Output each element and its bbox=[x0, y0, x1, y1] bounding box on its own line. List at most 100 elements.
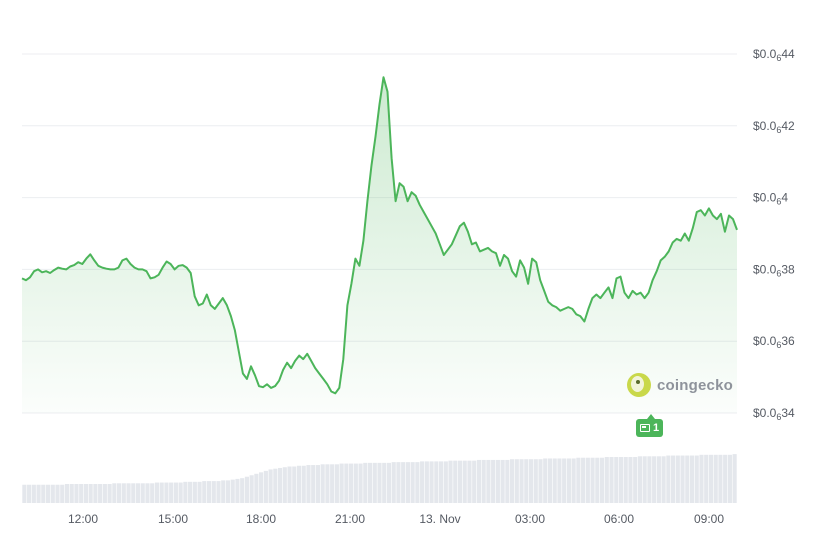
x-tick-label: 15:00 bbox=[158, 512, 188, 526]
volume-bar bbox=[382, 462, 387, 503]
volume-bar bbox=[481, 459, 486, 503]
y-tick-label: $0.064 bbox=[753, 191, 788, 207]
volume-bar bbox=[391, 462, 396, 503]
volume-bar bbox=[140, 483, 145, 503]
volume-bar bbox=[282, 467, 287, 503]
volume-bar bbox=[178, 482, 183, 503]
watermark-text: coingecko bbox=[657, 376, 733, 394]
volume-bar bbox=[344, 463, 349, 503]
volume-bar bbox=[273, 468, 278, 503]
volume-bar bbox=[36, 484, 41, 503]
event-badge[interactable]: 1 bbox=[636, 414, 664, 437]
volume-bar bbox=[495, 459, 500, 503]
volume-bar bbox=[566, 458, 571, 503]
volume-bar bbox=[31, 484, 36, 503]
volume-bar bbox=[135, 483, 141, 503]
volume-bar bbox=[60, 484, 65, 503]
volume-bar bbox=[287, 466, 292, 503]
volume-bar bbox=[623, 457, 628, 503]
volume-bar bbox=[320, 464, 325, 503]
volume-bar bbox=[377, 462, 382, 503]
volume-bar bbox=[704, 454, 709, 503]
volume-bar bbox=[277, 467, 283, 503]
event-count: 1 bbox=[653, 422, 660, 434]
volume-bar bbox=[543, 458, 548, 503]
volume-bar bbox=[514, 459, 519, 503]
volume-bar bbox=[254, 473, 259, 503]
volume-bar bbox=[547, 458, 553, 503]
volume-bar bbox=[500, 459, 505, 503]
volume-bar bbox=[244, 476, 249, 503]
volume-bar bbox=[197, 481, 202, 503]
volume-bar bbox=[472, 460, 477, 503]
volume-bar bbox=[311, 465, 316, 503]
volume-bar bbox=[633, 457, 638, 503]
x-tick-label: 13. Nov bbox=[419, 512, 460, 526]
volume-bar bbox=[45, 484, 51, 503]
volume-bar bbox=[50, 484, 55, 503]
volume-bar bbox=[206, 481, 212, 503]
volume-bar bbox=[349, 463, 354, 503]
volume-bar bbox=[230, 479, 235, 503]
volume-bar bbox=[367, 462, 373, 503]
volume-bar bbox=[334, 464, 339, 503]
volume-bar bbox=[420, 461, 425, 503]
y-tick-label: $0.0634 bbox=[753, 406, 795, 422]
volume-bar bbox=[112, 483, 117, 503]
volume-bar bbox=[150, 483, 155, 503]
volume-bars bbox=[22, 454, 737, 503]
volume-bar bbox=[552, 458, 557, 503]
price-line[interactable] bbox=[21, 76, 738, 395]
x-axis-labels: 12:00 15:00 18:00 21:00 13. Nov 03:00 06:00 09:… bbox=[68, 512, 724, 526]
volume-bar bbox=[296, 465, 302, 503]
volume-bar bbox=[27, 484, 32, 503]
volume-bar bbox=[718, 454, 723, 503]
volume-bar bbox=[131, 483, 136, 503]
volume-bar bbox=[173, 482, 178, 503]
volume-bar bbox=[211, 481, 216, 503]
volume-bar bbox=[221, 480, 226, 503]
volume-bar bbox=[510, 459, 515, 503]
volume-bar bbox=[183, 481, 188, 503]
volume-bar bbox=[121, 483, 126, 503]
volume-bar bbox=[590, 457, 595, 503]
volume-bar bbox=[438, 461, 444, 503]
volume-bar bbox=[528, 459, 534, 503]
volume-bar bbox=[69, 484, 74, 503]
volume-bar bbox=[126, 483, 131, 503]
volume-bar bbox=[98, 484, 103, 503]
volume-bar bbox=[145, 483, 150, 503]
volume-bar bbox=[358, 463, 363, 503]
volume-bar bbox=[117, 483, 122, 503]
volume-bar bbox=[652, 456, 657, 503]
volume-bar bbox=[410, 462, 415, 503]
volume-bar bbox=[41, 484, 46, 503]
volume-bar bbox=[708, 454, 714, 503]
gecko-logo-icon bbox=[627, 373, 651, 397]
volume-bar bbox=[339, 463, 344, 503]
volume-bar bbox=[694, 455, 699, 503]
volume-bar bbox=[618, 457, 624, 503]
coingecko-watermark: coingecko bbox=[627, 373, 733, 397]
y-tick-label: $0.0642 bbox=[753, 119, 795, 135]
volume-bar bbox=[372, 462, 377, 503]
x-tick-label: 18:00 bbox=[246, 512, 276, 526]
volume-bar bbox=[609, 457, 614, 503]
volume-bar bbox=[249, 475, 254, 503]
volume-bar bbox=[614, 457, 619, 503]
volume-bar bbox=[585, 457, 590, 503]
volume-bar bbox=[604, 457, 609, 503]
volume-bar bbox=[107, 484, 112, 503]
volume-bar bbox=[642, 456, 647, 503]
volume-bar bbox=[713, 454, 718, 503]
volume-bar bbox=[79, 484, 84, 503]
volume-bar bbox=[462, 460, 467, 503]
volume-bar bbox=[216, 481, 221, 503]
price-area bbox=[22, 77, 737, 414]
volume-bar bbox=[93, 484, 98, 503]
volume-bar bbox=[259, 472, 264, 503]
volume-bar bbox=[353, 463, 358, 503]
volume-bar bbox=[443, 461, 448, 503]
volume-bar bbox=[727, 454, 732, 503]
